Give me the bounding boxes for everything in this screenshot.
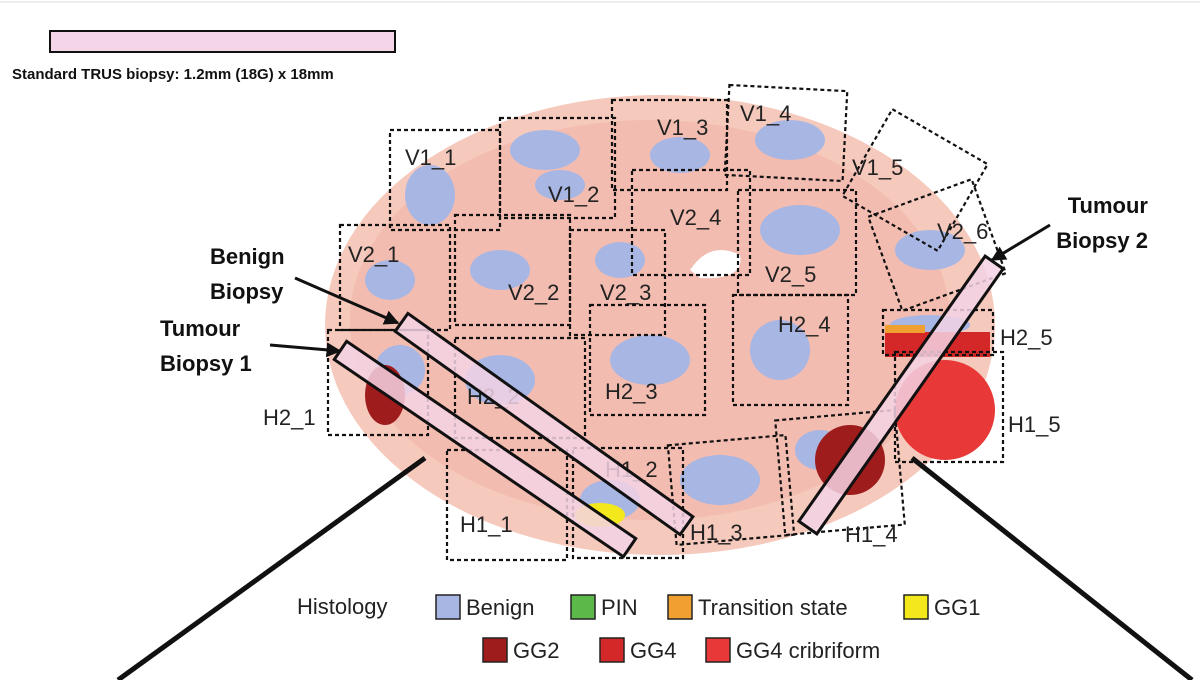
annotations: Benign Biopsy Tumour Biopsy 1 Tumour Biopsy 2 (160, 193, 1148, 376)
region-label: V2_3 (600, 280, 651, 305)
legend: Histology Benign PIN Transition state GG1 GG… (297, 594, 980, 663)
tumour-biopsy-2-core (796, 254, 1006, 536)
region-box (666, 433, 796, 547)
legend-title: Histology (297, 594, 387, 619)
region-box (568, 228, 667, 337)
region-box (588, 303, 707, 417)
legend-label: Benign (466, 595, 535, 620)
arrow (294, 276, 400, 325)
region-label: H2_5 (1000, 325, 1053, 350)
region-box (326, 328, 430, 437)
region-label: H2_4 (778, 312, 831, 337)
legend-label: GG1 (934, 595, 980, 620)
annotation: Tumour Biopsy 1 (160, 316, 252, 376)
region-box (453, 336, 587, 440)
region-label: V1_5 (852, 155, 903, 180)
region-box (723, 83, 849, 183)
region-label: V2_6 (937, 219, 988, 244)
annotation-line: Tumour (1068, 193, 1149, 218)
legend-swatch (667, 594, 693, 620)
region-label: V1_4 (740, 101, 791, 126)
region-label: V1_2 (548, 182, 599, 207)
zoom-line (116, 455, 427, 680)
legend-swatch (599, 637, 625, 663)
region-label: V2_4 (670, 205, 721, 230)
region-label: H1_4 (845, 522, 898, 547)
region-box (498, 116, 617, 220)
scale-bar (49, 30, 396, 53)
region-label: V1_3 (657, 115, 708, 140)
legend-swatch (705, 637, 731, 663)
region-label: V1_1 (405, 145, 456, 170)
scale-bar-label: Standard TRUS biopsy: 1.2mm (18G) x 18mm (12, 66, 334, 83)
annotation-line: Tumour (160, 316, 241, 341)
legend-swatch (482, 637, 508, 663)
zoom-line (910, 456, 1194, 680)
annotation: Benign Biopsy (210, 244, 285, 304)
region-label: V2_5 (765, 262, 816, 287)
annotation: Tumour Biopsy 2 (1056, 193, 1148, 253)
annotation-line: Biopsy (210, 279, 284, 304)
legend-label: PIN (601, 595, 638, 620)
legend-swatch (570, 594, 596, 620)
biopsy-cores (332, 254, 1006, 559)
legend-swatch (903, 594, 929, 620)
arrow (269, 342, 342, 358)
region-label: H2_3 (605, 379, 658, 404)
pointers (116, 223, 1194, 680)
legend-label: Transition state (698, 595, 848, 620)
region-label: V2_2 (508, 280, 559, 305)
benign-biopsy-core (393, 311, 695, 537)
region-label: H1_5 (1008, 412, 1061, 437)
legend-label: GG4 (630, 638, 676, 663)
region-label: H2_1 (263, 405, 316, 430)
region-label: V2_1 (348, 242, 399, 267)
legend-swatch (435, 594, 461, 620)
annotation-line: Biopsy 2 (1056, 228, 1148, 253)
urethra (690, 250, 741, 279)
region-box (630, 168, 752, 277)
region-label: H1_1 (460, 512, 513, 537)
legend-label: GG2 (513, 638, 559, 663)
region-box (774, 408, 906, 537)
region-label: H1_3 (690, 520, 743, 545)
region-box (610, 98, 729, 192)
legend-label: GG4 cribriform (736, 638, 880, 663)
annotation-line: Benign (210, 244, 285, 269)
arrow (990, 223, 1051, 262)
annotation-line: Biopsy 1 (160, 351, 252, 376)
region-box (731, 293, 850, 407)
